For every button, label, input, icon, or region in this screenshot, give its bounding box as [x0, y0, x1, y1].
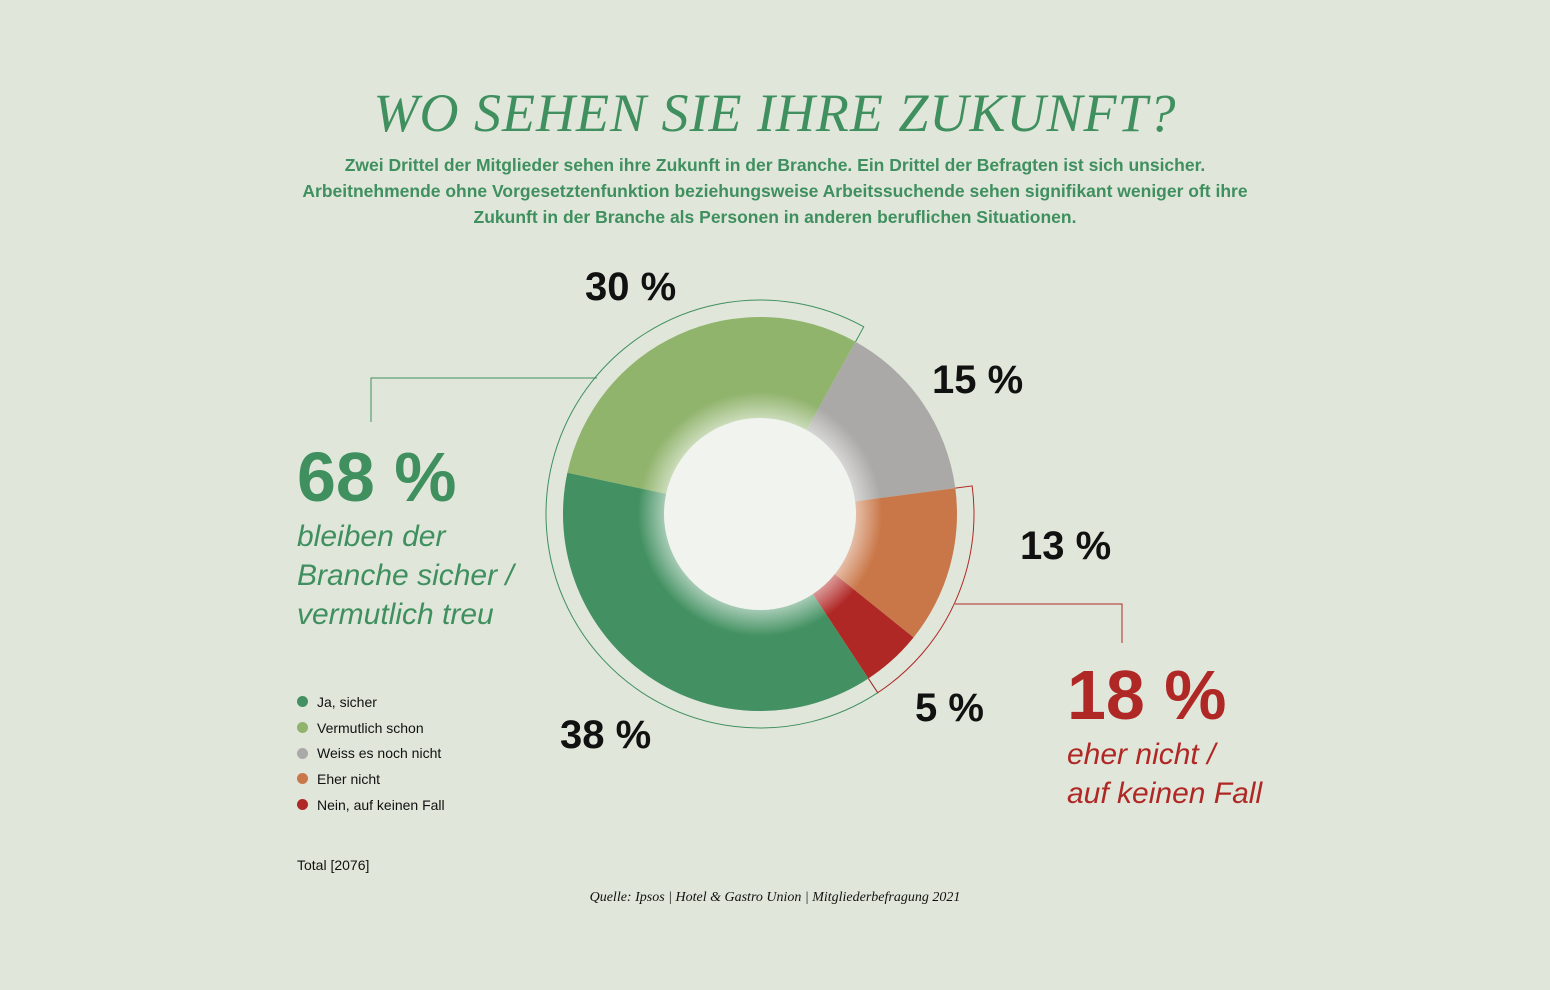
group-negative-line: auf keinen Fall	[1067, 777, 1263, 810]
label-nein: 5 %	[915, 686, 984, 730]
group-negative-value: 18 %	[1067, 656, 1227, 734]
legend-dot-icon	[297, 747, 308, 759]
legend-label: Ja, sicher	[317, 693, 377, 710]
chart-title: WO SEHEN SIE IHRE ZUKUNFT?	[373, 83, 1177, 143]
legend-label: Eher nicht	[317, 770, 381, 787]
legend-label: Vermutlich schon	[317, 719, 424, 736]
group-positive-text: bleiben der Branche sicher / vermutlich …	[297, 517, 514, 634]
group-negative-text: eher nicht / auf keinen Fall	[1067, 735, 1262, 813]
group-positive-line: vermutlich treu	[297, 598, 494, 631]
group-positive-value: 68 %	[297, 438, 457, 516]
legend-label: Nein, auf keinen Fall	[317, 796, 445, 813]
group-positive-line: bleiben der	[297, 520, 446, 553]
legend-dot-icon	[297, 722, 308, 734]
legend-item: Nein, auf keinen Fall	[297, 792, 445, 818]
label-eher-nicht: 13 %	[1020, 524, 1112, 568]
legend: Ja, sicher Vermutlich schon Weiss es noc…	[297, 689, 445, 817]
chart-subtitle: Zwei Drittel der Mitglieder sehen ihre Z…	[302, 155, 1248, 227]
positive-bracket	[545, 299, 879, 729]
negative-bracket	[867, 485, 975, 694]
positive-leader-line	[370, 377, 597, 422]
legend-item: Ja, sicher	[297, 689, 445, 715]
total-count: Total [2076]	[297, 857, 370, 873]
inner-glow	[563, 317, 957, 711]
label-ja-sicher: 38 %	[560, 713, 652, 757]
label-vermutlich-schon: 30 %	[585, 265, 677, 309]
group-positive-line: Branche sicher /	[297, 559, 514, 592]
label-weiss-nicht: 15 %	[932, 358, 1024, 402]
group-negative-line: eher nicht /	[1067, 738, 1216, 771]
legend-dot-icon	[297, 799, 308, 811]
negative-leader-line	[955, 603, 1123, 643]
legend-item: Eher nicht	[297, 766, 445, 792]
legend-item: Weiss es noch nicht	[297, 740, 445, 766]
legend-item: Vermutlich schon	[297, 715, 445, 741]
legend-dot-icon	[297, 773, 308, 785]
source-note: Quelle: Ipsos | Hotel & Gastro Union | M…	[589, 890, 961, 905]
legend-label: Weiss es noch nicht	[317, 745, 442, 762]
legend-dot-icon	[297, 696, 308, 708]
